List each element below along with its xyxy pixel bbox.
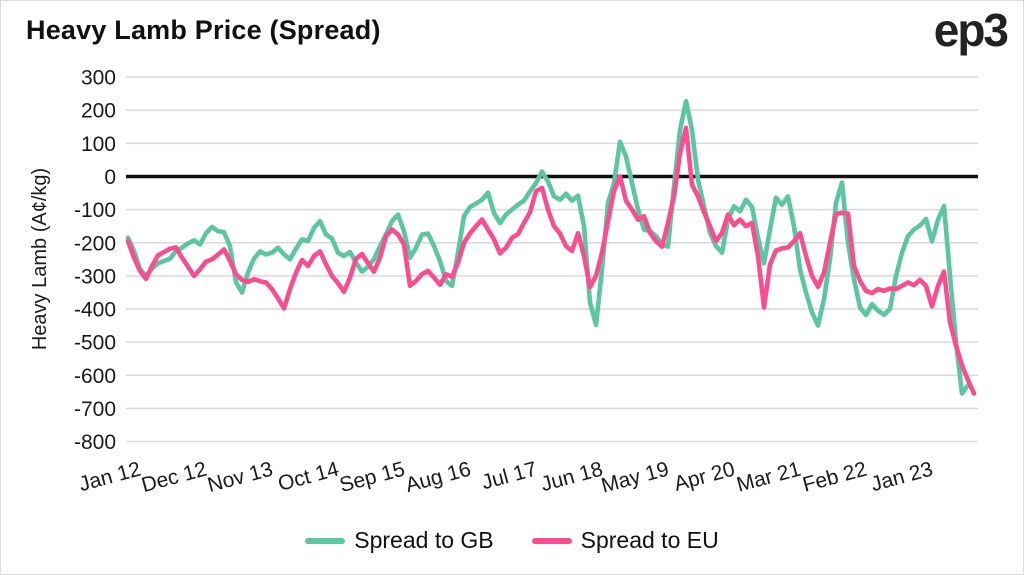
legend-item-spread-to-gb: Spread to GB (305, 527, 494, 554)
legend: Spread to GB Spread to EU (1, 527, 1023, 554)
y-tick-label: 0 (104, 166, 116, 189)
y-tick-label: 100 (81, 133, 116, 156)
x-tick-label: Sep 15 (337, 458, 407, 497)
ep3-logo: ep3 (933, 4, 1009, 56)
legend-label-gb: Spread to GB (354, 527, 494, 553)
y-tick-label: -800 (74, 431, 116, 454)
y-tick-label: -100 (74, 199, 116, 222)
x-tick-label: Mar 21 (734, 458, 803, 497)
x-tick-label: Jul 17 (479, 458, 539, 495)
x-tick-label: Dec 12 (139, 458, 209, 497)
legend-label-eu: Spread to EU (580, 527, 719, 553)
x-tick-label: Jan 12 (76, 458, 143, 497)
x-tick-label: Oct 14 (276, 458, 342, 496)
legend-swatch-gb-line (305, 537, 346, 544)
legend-swatch-eu-line (531, 537, 572, 544)
y-tick-label: -300 (74, 265, 116, 288)
x-tick-label: Apr 20 (672, 458, 738, 496)
y-tick-label: -600 (74, 365, 116, 388)
x-tick-label: Feb 22 (800, 458, 869, 497)
x-tick-label: Nov 13 (205, 458, 275, 497)
x-tick-label: May 19 (599, 458, 671, 498)
y-axis-title: Heavy Lamb (A¢/kg) (29, 168, 51, 350)
x-tick-label: Aug 16 (403, 458, 473, 497)
series-line-spread-to-gb (125, 99, 971, 396)
y-tick-label: -500 (74, 332, 116, 355)
y-tick-label: -400 (74, 299, 116, 322)
y-tick-label: 300 (81, 67, 116, 90)
y-tick-label: -700 (74, 398, 116, 421)
series-line-spread-to-eu (125, 125, 977, 396)
y-tick-label: -200 (74, 232, 116, 255)
page-title: Heavy Lamb Price (Spread) (26, 15, 381, 45)
x-tick-label: Jun 18 (538, 458, 605, 497)
y-tick-label: 200 (81, 100, 116, 123)
legend-item-spread-to-eu: Spread to EU (531, 527, 719, 554)
x-tick-label: Jan 23 (868, 458, 935, 497)
